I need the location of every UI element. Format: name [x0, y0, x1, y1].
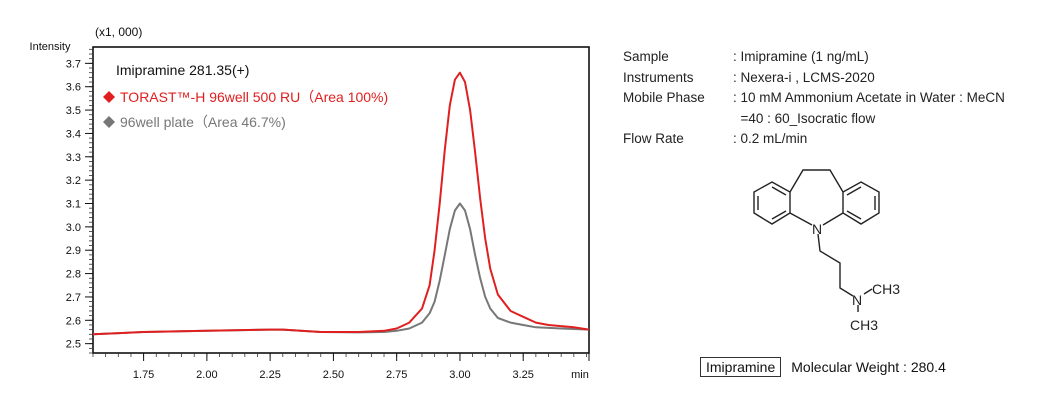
- benzene-ring-left: [753, 181, 791, 225]
- benzene-ring-right: [842, 181, 880, 225]
- info-key: Sample: [623, 49, 669, 64]
- info-row: Flow Rate : 0.2 mL/min: [623, 129, 1005, 150]
- plot-frame: [92, 46, 590, 354]
- y-tick-label: 3.1: [66, 199, 81, 211]
- info-value: : 10 mM Ammonium Acetate in Water : MeCN: [733, 90, 1005, 105]
- ch3-label: CH3: [850, 317, 878, 333]
- info-value: : 0.2 mL/min: [733, 131, 808, 146]
- x-tick-label: 2.50: [323, 369, 344, 381]
- y-axis-label: Intensity: [30, 41, 71, 53]
- y-tick-label: 3.4: [66, 128, 81, 140]
- x-tick-label: 3.00: [449, 369, 470, 381]
- x-tick-label: 2.00: [196, 369, 217, 381]
- y-tick-label: 3.6: [66, 82, 81, 94]
- info-row: =40 : 60_Isocratic flow: [623, 109, 1005, 130]
- x-tick-label: 3.25: [512, 369, 533, 381]
- x-tick-label: 2.75: [386, 369, 407, 381]
- molecular-weight: Molecular Weight : 280.4: [791, 359, 946, 375]
- compound-caption: Imipramine Molecular Weight : 280.4: [700, 357, 946, 377]
- info-row: Instruments : Nexera-i , LCMS-2020: [623, 68, 1005, 89]
- y-tick-label: 3.7: [66, 58, 81, 70]
- x-unit-label: min: [571, 369, 589, 381]
- info-row: Sample : Imipramine (1 ng/mL): [623, 47, 1005, 68]
- propyl-chain: [817, 233, 854, 297]
- y-tick-label: 2.7: [66, 292, 81, 304]
- info-value: : Imipramine (1 ng/mL): [733, 49, 869, 64]
- chart-title: Imipramine 281.35(+): [116, 62, 249, 78]
- y-tick-label: 3.0: [66, 222, 81, 234]
- series-line-0: [92, 71, 590, 336]
- y-tick-label: 2.9: [66, 245, 81, 257]
- legend-diamond-icon: [103, 91, 115, 103]
- legend-diamond-icon: [103, 116, 115, 128]
- y-tick-label: 2.8: [66, 269, 81, 281]
- y-scale-note: (x1, 000): [95, 25, 142, 39]
- info-key: Flow Rate: [623, 131, 684, 146]
- info-value: =40 : 60_Isocratic flow: [733, 110, 876, 126]
- info-key: Instruments: [623, 69, 694, 85]
- y-tick-label: 3.2: [66, 175, 81, 187]
- info-value: : Nexera-i , LCMS-2020: [733, 69, 875, 85]
- x-tick-label: 2.25: [259, 369, 280, 381]
- legend-entry: TORAST™-H 96well 500 RU（Area 100%): [120, 89, 388, 105]
- y-tick-label: 2.5: [66, 339, 81, 351]
- y-tick-label: 2.6: [66, 315, 81, 327]
- compound-name: Imipramine: [700, 357, 782, 377]
- info-row: Mobile Phase : 10 mM Ammonium Acetate in …: [623, 88, 1005, 109]
- ethylene-bridge: [789, 169, 844, 193]
- chromatogram-chart: 2.5 2.6 2.7 2.8 2.9 3.0 3.1 3.2 3.3 3.4 3.5 3.6 3.7 1…: [30, 25, 590, 381]
- method-info: Sample : Imipramine (1 ng/mL) Instruments…: [623, 47, 1005, 150]
- y-tick-label: 3.5: [66, 105, 81, 117]
- n-label: N: [852, 292, 862, 308]
- x-tick-label: 1.75: [133, 369, 154, 381]
- info-key: Mobile Phase: [623, 90, 705, 105]
- n-label: N: [812, 221, 822, 237]
- y-tick-label: 3.3: [66, 152, 81, 164]
- ch3-label: CH3: [872, 281, 900, 297]
- legend-entry: 96well plate（Area 46.7%): [120, 114, 286, 130]
